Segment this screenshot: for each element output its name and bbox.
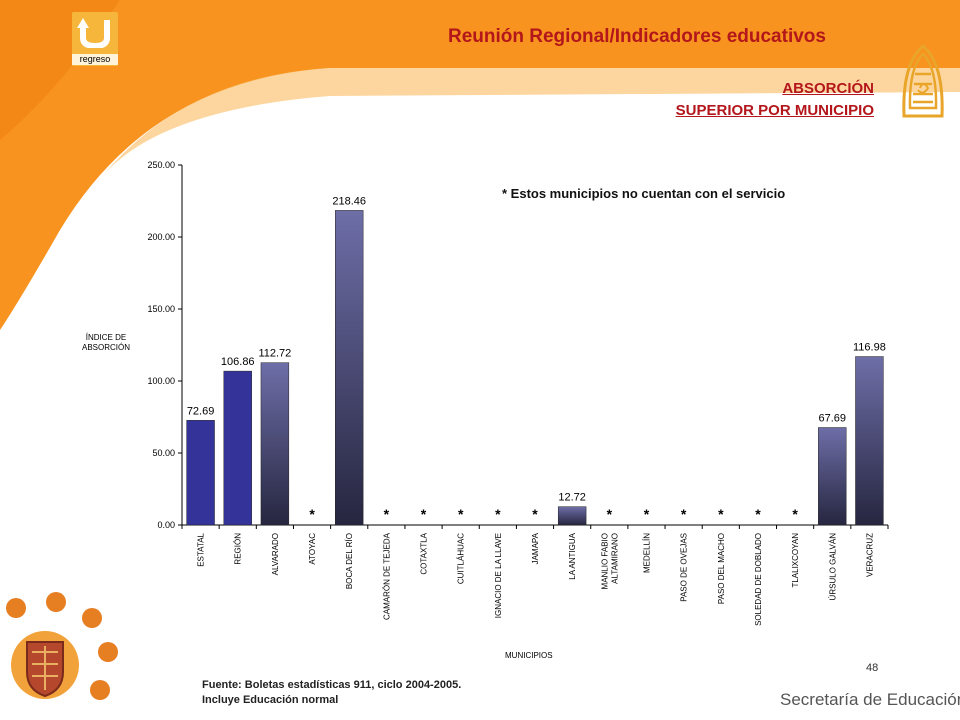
bar [223,370,252,526]
category-label-text: IGNACIO DE LA LLAVE [494,533,503,618]
bar [557,506,587,526]
source-line2: Incluye Educación normal [202,694,339,706]
category-label-text: CAMARÓN DE TEJEDA [382,532,391,620]
no-service-marker: * [607,506,613,522]
no-service-marker: * [384,506,390,522]
category-label-text: MANLIO FABIO [600,533,609,589]
coat-of-arms-icon [11,631,79,699]
category-label-text: VERACRUZ [865,533,874,577]
category-label-text: BOCA DEL RÍO [345,533,354,589]
y-tick-label: 50.00 [152,448,175,458]
x-axis-label: MUNICIPIOS [505,651,553,660]
no-service-marker: * [495,506,501,522]
data-label: 116.98 [853,342,886,354]
bar [335,210,364,526]
y-tick-label: 100.00 [147,376,175,386]
category-label: SOLEDAD DE DOBLADO [754,533,763,626]
header-title-main: Reunión Regional [448,26,610,47]
chart-axes: 0.00 50.00 100.00 150.00 200.00 250.00 [147,160,889,530]
category-label-text: ESTATAL [197,532,206,566]
category-label-text: ATOYAC [308,533,317,565]
return-arrow-icon [77,18,110,48]
category-label: ALVARADO [271,533,280,575]
no-service-marker: * [532,506,538,522]
source-line1: Fuente: Boletas estadísticas 911, ciclo … [202,679,462,691]
no-service-marker: * [421,506,427,522]
category-label-text: TLALIXCOYAN [791,533,800,588]
data-label: 12.72 [558,492,586,504]
category-label-text: PASO DE OVEJAS [680,533,689,602]
category-label-text: COTAXTLA [420,532,429,574]
category-label: ATOYAC [308,533,317,565]
category-label-text: LA ANTIGUA [568,532,577,579]
no-service-marker: * [792,506,798,522]
page-number: 48 [866,662,879,674]
category-label: REGIÓN [234,533,243,565]
category-label-text: ALTAMIRANO [610,533,619,584]
category-label: IGNACIO DE LA LLAVE [494,533,503,618]
return-button[interactable]: regreso [72,12,118,66]
no-service-marker: * [718,506,724,522]
chart-bars [186,210,884,526]
no-service-marker: * [755,506,761,522]
data-label: 218.46 [332,195,366,207]
category-label: VERACRUZ [865,533,874,577]
data-label: 67.69 [818,413,846,425]
section-title-line1: ABSORCIÓN [782,80,874,97]
category-label-text: JAMAPA [531,532,540,564]
no-service-marker: * [644,506,650,522]
category-label: CUITLÁHUAC [457,533,466,584]
y-tick-label: 250.00 [147,160,175,170]
category-label: MANLIO FABIO ALTAMIRANO [600,533,619,589]
return-label: regreso [72,54,118,65]
category-label-text: ALVARADO [271,533,280,575]
data-label: 72.69 [187,405,215,417]
category-label-text: PASO DEL MACHO [717,533,726,604]
category-label: PASO DE OVEJAS [680,533,689,602]
category-label: CAMARÓN DE TEJEDA [382,532,391,620]
category-label-text: REGIÓN [234,533,243,565]
no-service-marker: * [458,506,464,522]
footer-organization: Secretaría de Educación [780,690,960,709]
bar [818,427,847,526]
category-label: BOCA DEL RÍO [345,533,354,589]
chart-note: * Estos municipios no cuentan con el ser… [502,186,786,201]
bar [855,356,884,526]
y-axis-label: ÍNDICE DE ABSORCIÓN [81,333,130,352]
decorative-dots [6,592,118,700]
section-title-line2: SUPERIOR POR MUNICIPIO [675,102,874,119]
data-label: 106.86 [221,356,255,368]
no-service-marker: * [681,506,687,522]
category-label: PASO DEL MACHO [717,533,726,604]
source-note: Fuente: Boletas estadísticas 911, ciclo … [202,678,461,708]
y-tick-label: 200.00 [147,232,175,242]
bar [186,420,215,526]
section-title: ABSORCIÓN SUPERIOR POR MUNICIPIO [676,78,874,122]
category-label: ÚRSULO GALVÁN [828,533,837,601]
data-label: 112.72 [258,348,291,360]
chart-category-labels: ESTATAL REGIÓN ALVARADO ATOYAC BOCA DEL RÍO C… [197,532,875,626]
category-label-text: MEDELLÍN [642,533,651,573]
category-label-text: SOLEDAD DE DOBLADO [754,533,763,626]
category-label: ESTATAL [197,532,206,566]
y-tick-label: 150.00 [147,304,175,314]
category-label-text: ÚRSULO GALVÁN [828,533,837,601]
category-label-text: CUITLÁHUAC [457,533,466,584]
category-label: COTAXTLA [420,532,429,574]
y-tick-label: 0.00 [157,520,175,530]
category-label: TLALIXCOYAN [791,533,800,588]
category-label: MEDELLÍN [642,533,651,573]
no-service-marker: * [309,506,315,522]
category-label: LA ANTIGUA [568,532,577,579]
state-emblem-icon [902,44,944,118]
header-title: Reunión Regional/Indicadores educativos [448,26,826,48]
bar [260,362,290,526]
category-label: JAMAPA [531,532,540,564]
header-title-sub: /Indicadores educativos [609,26,826,47]
